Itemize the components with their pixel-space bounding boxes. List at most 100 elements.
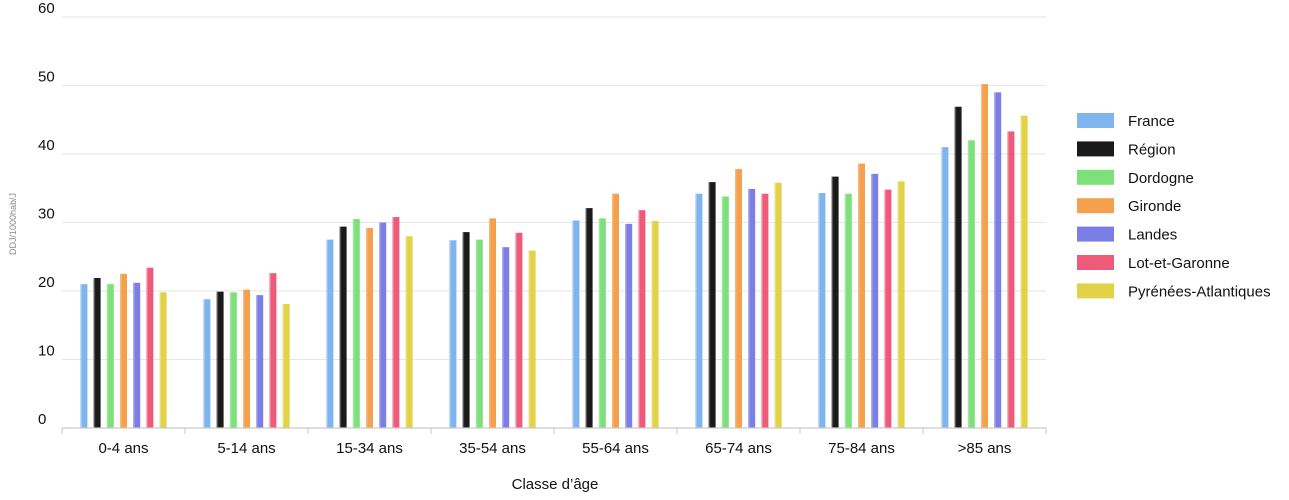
bar-highlight bbox=[366, 227, 368, 428]
bar bbox=[159, 292, 167, 428]
x-tick-label: >85 ans bbox=[958, 440, 1012, 457]
x-tick-label: 75-84 ans bbox=[828, 440, 895, 457]
bar-highlight bbox=[844, 193, 847, 428]
bar-highlight bbox=[695, 193, 697, 428]
y-axis-ticks: 0 10 20 30 40 50 60 bbox=[38, 0, 55, 428]
bar bbox=[475, 239, 483, 428]
bar bbox=[585, 208, 593, 428]
x-tick-label: 55-64 ans bbox=[582, 440, 649, 457]
bar-highlight bbox=[146, 267, 148, 428]
bar-highlight bbox=[326, 239, 328, 428]
bar-highlight bbox=[774, 182, 777, 428]
bar bbox=[954, 106, 962, 429]
bar bbox=[598, 218, 606, 428]
y-tick-label: 0 bbox=[38, 411, 46, 428]
bar bbox=[203, 299, 211, 428]
bar-highlight bbox=[282, 304, 285, 428]
bar bbox=[352, 219, 360, 428]
bar bbox=[216, 291, 224, 428]
bar bbox=[651, 221, 659, 428]
bar bbox=[897, 181, 905, 428]
bars bbox=[80, 84, 1028, 429]
bar bbox=[133, 282, 141, 428]
bar-highlight bbox=[708, 182, 711, 428]
bar bbox=[884, 189, 892, 428]
bar bbox=[229, 292, 237, 428]
bar bbox=[106, 284, 114, 428]
bar bbox=[269, 273, 277, 428]
legend-swatch bbox=[1077, 226, 1114, 242]
x-tick-label: 65-74 ans bbox=[705, 440, 772, 457]
bar-highlight bbox=[120, 273, 122, 428]
bar-highlight bbox=[1007, 131, 1009, 428]
bar bbox=[449, 240, 457, 428]
bar bbox=[1020, 115, 1028, 428]
bar-highlight bbox=[106, 284, 109, 428]
bar-highlight bbox=[884, 189, 886, 428]
bar-highlight bbox=[967, 140, 970, 429]
bar-highlight bbox=[339, 226, 342, 428]
legend: France Région Dordogne Gironde Landes Lot-et-… bbox=[1077, 113, 1271, 300]
bar-highlight bbox=[243, 289, 245, 428]
legend-label: Dordogne bbox=[1128, 170, 1194, 187]
bar-highlight bbox=[638, 210, 640, 428]
bar bbox=[818, 193, 826, 428]
bar bbox=[612, 193, 619, 428]
bar-highlight bbox=[572, 220, 574, 428]
bar bbox=[146, 267, 154, 428]
bar-highlight bbox=[761, 193, 763, 428]
bar-highlight bbox=[159, 292, 162, 428]
bar-highlight bbox=[1020, 115, 1023, 428]
bar-highlight bbox=[502, 247, 504, 428]
legend-swatch bbox=[1077, 255, 1114, 270]
bar-highlight bbox=[651, 221, 654, 428]
bar bbox=[831, 176, 839, 428]
y-axis-label: DDJ/1000hab/J bbox=[8, 193, 18, 255]
bar bbox=[695, 193, 703, 428]
bar-highlight bbox=[528, 250, 531, 428]
bar-highlight bbox=[831, 176, 834, 428]
bar-highlight bbox=[405, 236, 408, 428]
bar bbox=[858, 163, 865, 428]
x-tick-label: 15-34 ans bbox=[336, 440, 403, 457]
y-tick-label: 30 bbox=[38, 206, 55, 223]
bar bbox=[379, 222, 387, 428]
bar-highlight bbox=[598, 218, 601, 428]
bar-highlight bbox=[489, 218, 491, 428]
y-tick-label: 40 bbox=[38, 137, 55, 154]
bar bbox=[774, 182, 782, 428]
bar-highlight bbox=[735, 169, 737, 428]
x-tick-label: 0-4 ans bbox=[98, 440, 148, 457]
x-axis-label: Classe d’âge bbox=[512, 476, 599, 493]
bar bbox=[528, 250, 536, 428]
bar-highlight bbox=[256, 295, 258, 428]
bar bbox=[93, 277, 101, 428]
bar-highlight bbox=[133, 282, 135, 428]
legend-label: Pyrénées-Atlantiques bbox=[1128, 283, 1271, 300]
legend-label: Landes bbox=[1128, 227, 1177, 244]
gridlines bbox=[62, 16, 1046, 360]
bar-highlight bbox=[954, 106, 957, 429]
bar bbox=[638, 210, 646, 428]
bar bbox=[748, 188, 756, 428]
bar bbox=[967, 140, 975, 429]
legend-swatch bbox=[1077, 141, 1114, 157]
legend-swatch bbox=[1077, 198, 1114, 214]
bar bbox=[405, 236, 413, 428]
bar-highlight bbox=[216, 291, 219, 428]
bar-highlight bbox=[352, 219, 355, 428]
bar bbox=[844, 193, 852, 428]
bar-highlight bbox=[994, 92, 996, 428]
bar-highlight bbox=[625, 223, 627, 428]
bar-highlight bbox=[748, 188, 750, 428]
legend-label: France bbox=[1128, 113, 1175, 130]
bar-highlight bbox=[585, 208, 588, 428]
legend-label: Lot-et-Garonne bbox=[1128, 255, 1230, 272]
bar bbox=[462, 232, 470, 428]
bar-highlight bbox=[871, 173, 873, 428]
bar-highlight bbox=[941, 147, 943, 428]
bar bbox=[256, 295, 264, 428]
bar-highlight bbox=[721, 196, 724, 428]
bar bbox=[994, 92, 1002, 428]
